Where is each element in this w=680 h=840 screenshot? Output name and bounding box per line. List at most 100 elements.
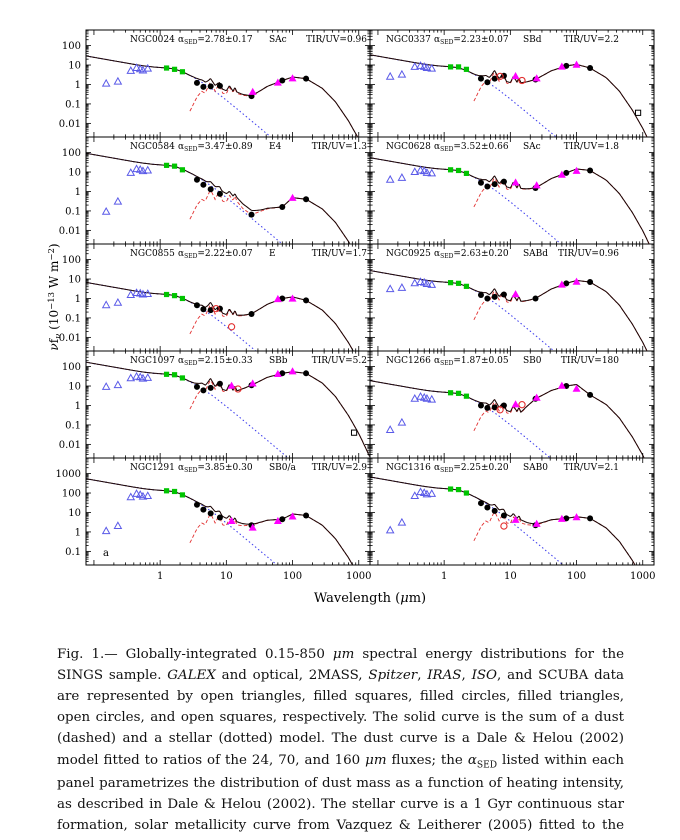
filled-circle-marker [587,65,594,72]
filled-circle-marker [200,181,207,188]
open-triangle-marker [138,491,148,500]
filled-square-marker [455,280,462,286]
filled-square-marker [455,64,462,70]
open-triangle-marker [101,382,111,390]
y-axis-tick-label: 0.01 [59,226,81,237]
y-axis-tick-label: 10 [68,168,81,179]
filled-triangle-marker [511,71,520,80]
filled-circle-marker [216,190,223,197]
open-triangle-marker [397,173,407,181]
sum-model-curve [370,270,648,351]
x-axis-label: Wavelength (μm) [314,591,426,606]
filled-triangle-marker [532,393,541,401]
open-triangle-marker [427,280,437,288]
filled-triangle-marker [248,87,257,95]
open-triangle-marker [410,62,420,70]
filled-square-marker [171,488,178,495]
caption-text-segment: , [461,668,472,684]
panel-alpha-sed: αSED=3.47±0.89 [178,142,253,153]
panel-hubble-type: SABd [523,249,548,259]
data-markers [385,60,642,116]
caption-text-segment: α [467,752,477,768]
filled-triangle-marker [532,74,541,82]
filled-circle-marker [279,516,286,523]
filled-circle-marker [193,383,200,390]
filled-circle-marker [484,183,491,190]
filled-circle-marker [587,279,594,286]
sum-model-curve [86,55,358,137]
open-triangle-marker [113,76,123,85]
filled-circle-marker [484,79,491,86]
y-axis-tick-label: 1000 [56,469,81,480]
y-axis-tick-label: 100 [62,41,81,52]
sum-model-curve [370,476,636,565]
data-markers [385,381,594,433]
open-square-marker [350,429,358,436]
filled-circle-marker [491,507,498,514]
filled-square-marker [455,390,462,396]
panel-alpha-sed: αSED=2.22±0.07 [178,249,253,260]
panel-ticks [370,351,654,459]
caption-text-segment: Spitzer [368,668,418,684]
filled-circle-marker [200,306,207,313]
panel-tir-uv: TIR/UV=0.96 [306,35,367,45]
caption-text-segment: IRAS [427,668,462,684]
panel-plot-area [86,152,351,244]
panel-NGC1291: NGC1291 αSED=3.85±0.30 SB0/a TIR/UV=2.9a100… [56,457,371,582]
panel-galaxy-name: NGC1097 [130,356,175,366]
filled-circle-marker [303,512,310,519]
filled-square-marker [179,295,186,302]
caption-text-segment: ISO [471,668,498,684]
panel-hubble-type: SB0/a [269,463,297,473]
filled-triangle-marker [227,381,236,389]
data-markers [101,367,358,436]
filled-square-marker [447,167,454,173]
sum-model-curve [370,54,648,137]
open-triangle-marker [385,284,395,293]
filled-triangle-marker [288,193,297,201]
y-axis-tick-label: 100 [62,362,81,373]
filled-triangle-marker [572,513,581,521]
open-circle-marker [518,401,526,409]
open-triangle-marker [143,373,153,381]
panel-galaxy-name: NGC0584 [130,142,175,152]
panel-NGC0337: NGC0337 αSED=2.23±0.07 SBd TIR/UV=2.2 [369,29,655,138]
y-axis-tick-label: 10 [68,382,81,393]
filled-square-marker [163,162,170,168]
filled-square-marker [447,486,454,492]
filled-circle-marker [207,510,214,517]
open-triangle-marker [101,300,111,309]
filled-circle-marker [491,404,498,411]
filled-circle-marker [587,391,594,398]
open-triangle-marker [416,61,425,69]
panel-galaxy-name: NGC0855 [130,249,175,259]
data-markers [385,277,594,302]
panel-plot-area [86,55,358,137]
dust-model-curve [189,513,353,565]
filled-square-marker [179,492,186,498]
open-triangle-marker [143,63,153,72]
panel-hubble-type: SB0 [523,356,542,366]
filled-triangle-marker [273,294,282,303]
open-triangle-marker [416,487,425,496]
y-axis-tick-label: 1 [75,80,81,91]
panel-NGC1316: NGC1316 αSED=2.25±0.20 SAB0 TIR/UV=2.1 1 10 10… [369,457,655,582]
filled-square-marker [163,371,170,377]
panel-frame [85,136,371,245]
panel-tir-uv: TIR/UV=1.3 [312,142,368,152]
open-triangle-marker [143,491,153,500]
caption-text-segment: μm [365,752,387,768]
filled-circle-marker [484,295,491,302]
panel-plot-area [370,380,645,458]
open-triangle-marker [422,393,432,402]
filled-triangle-marker [557,514,566,522]
filled-circle-marker [207,307,214,314]
filled-circle-marker [477,292,484,299]
filled-square-marker [163,291,170,298]
open-triangle-marker [126,373,136,382]
filled-triangle-marker [511,178,520,186]
filled-triangle-marker [572,384,581,392]
panel-hubble-type: SAc [269,35,287,45]
open-triangle-marker [427,168,437,177]
dust-model-curve [189,296,354,351]
